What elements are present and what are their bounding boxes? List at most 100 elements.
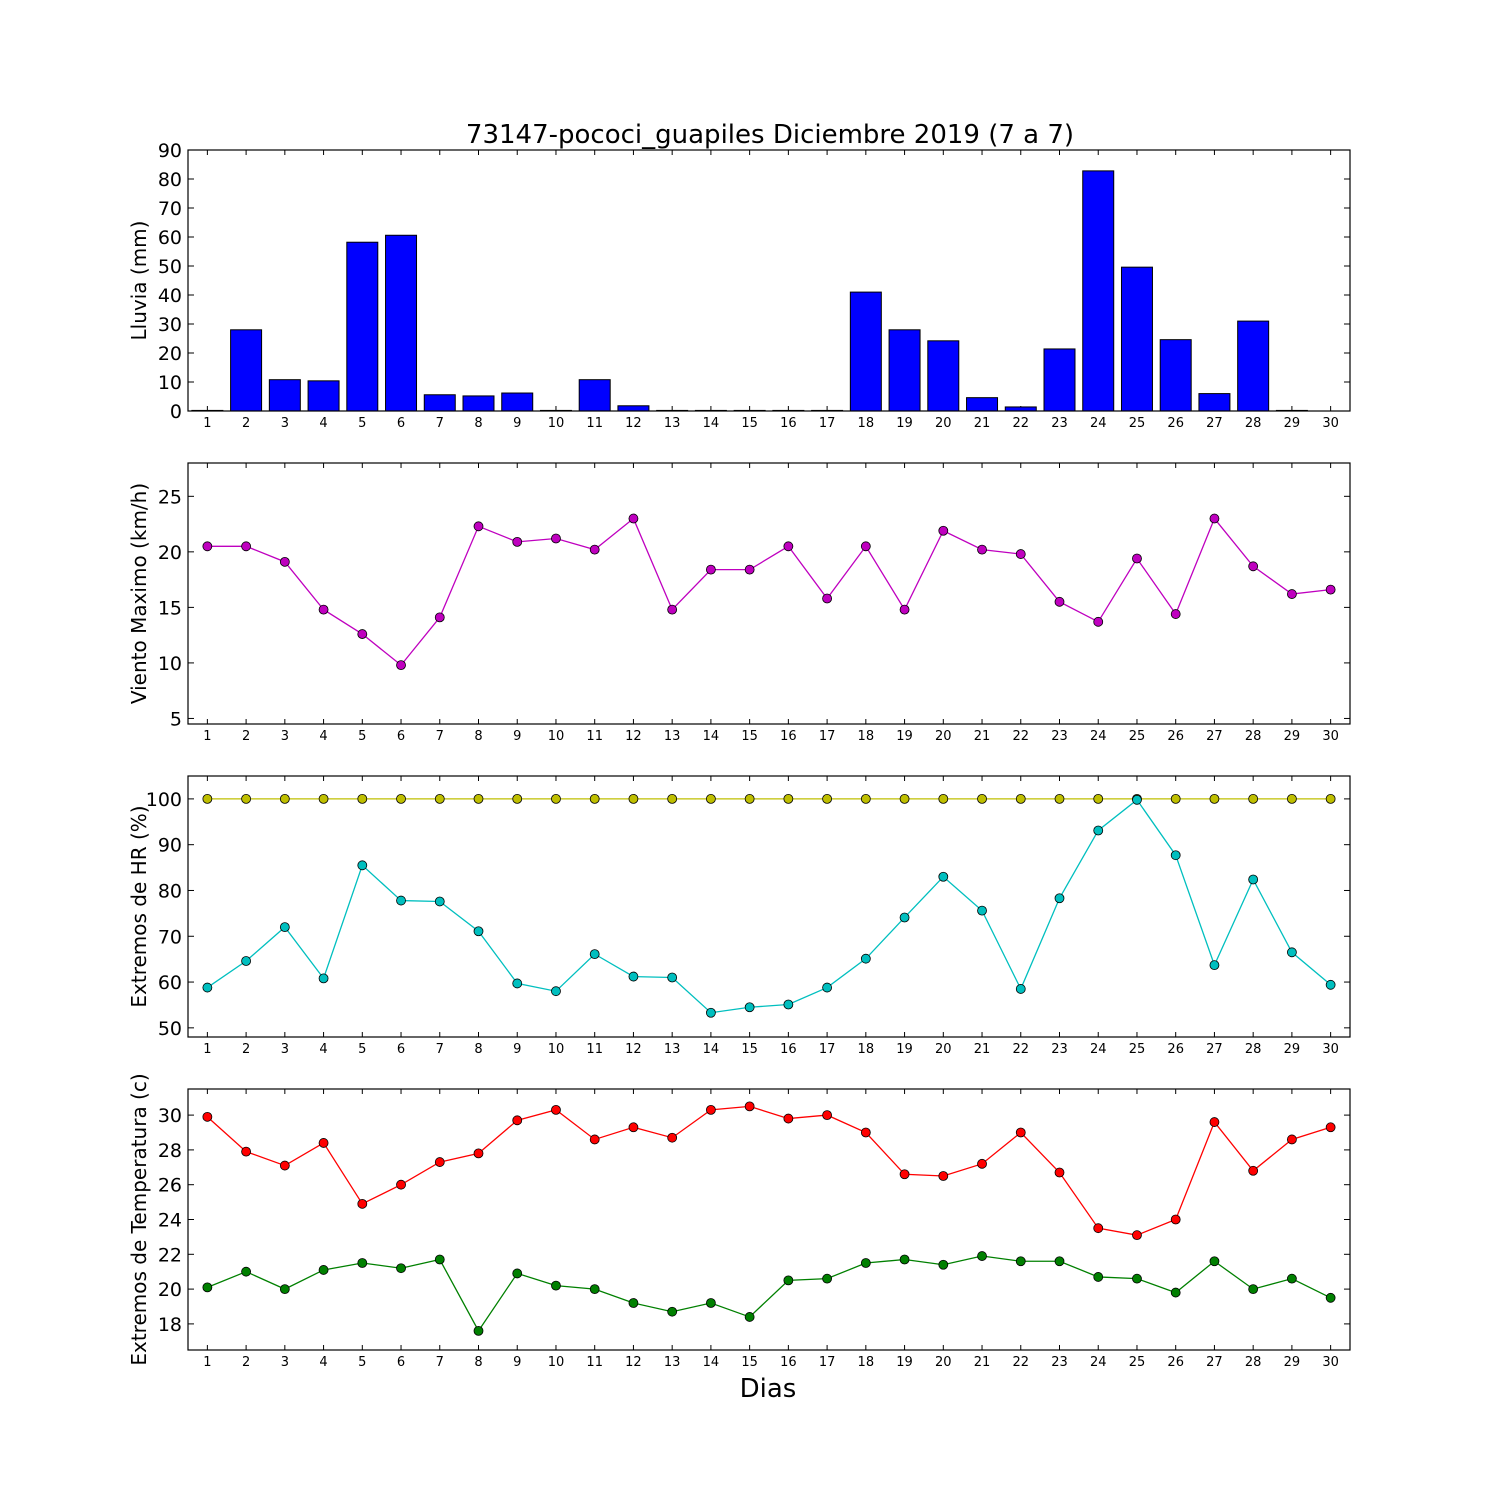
point-temperatura-0-day-28 — [1248, 1165, 1259, 1176]
x-tick-label: 30 — [1322, 1042, 1339, 1057]
bar-day-4 — [307, 380, 340, 412]
point-temperatura-1-day-25 — [1132, 1273, 1142, 1284]
point-temperatura-1-day-17 — [822, 1273, 832, 1284]
point-temperatura-1-day-19 — [899, 1254, 910, 1265]
bar-day-23 — [1043, 348, 1076, 412]
point-humedad-1-day-20 — [938, 871, 949, 882]
x-tick-label: 29 — [1284, 1042, 1301, 1057]
point-temperatura-0-day-5 — [357, 1198, 368, 1209]
point-viento-0-day-9 — [512, 536, 523, 547]
point-humedad-1-day-14 — [706, 1007, 716, 1018]
point-humedad-0-day-30 — [1325, 793, 1336, 804]
point-humedad-1-day-10 — [551, 986, 561, 997]
point-viento-0-day-1 — [202, 541, 213, 552]
x-tick-label: 10 — [548, 1355, 565, 1370]
point-humedad-1-day-16 — [783, 999, 794, 1010]
y-tick-label: 20 — [158, 343, 182, 365]
point-humedad-0-day-29 — [1287, 793, 1297, 804]
point-temperatura-0-day-14 — [706, 1104, 716, 1115]
point-humedad-1-day-13 — [667, 972, 678, 983]
point-humedad-1-day-7 — [434, 896, 445, 907]
x-tick-label: 5 — [358, 1042, 366, 1057]
bar-day-9 — [501, 392, 534, 412]
x-tick-label: 23 — [1051, 1355, 1068, 1370]
point-temperatura-0-day-8 — [473, 1148, 484, 1159]
x-tick-label: 6 — [397, 416, 405, 431]
x-tick-label: 13 — [664, 1042, 681, 1057]
x-tick-label: 27 — [1206, 416, 1223, 431]
point-temperatura-1-day-6 — [396, 1263, 406, 1274]
x-tick-label: 15 — [741, 1355, 758, 1370]
point-humedad-0-day-1 — [202, 793, 213, 804]
series-line-temperatura-0 — [206, 1105, 1331, 1236]
x-tick-label: 3 — [281, 1042, 289, 1057]
point-viento-0-day-18 — [860, 541, 871, 552]
axes-frame-humedad — [187, 775, 1351, 1038]
point-humedad-0-day-22 — [1015, 793, 1026, 804]
series-line-temperatura-1 — [207, 1255, 1331, 1333]
point-temperatura-0-day-6 — [396, 1179, 406, 1190]
point-temperatura-0-day-20 — [938, 1171, 949, 1181]
x-tick-label: 18 — [858, 1355, 875, 1370]
point-temperatura-1-day-13 — [667, 1306, 678, 1317]
point-humedad-1-day-4 — [318, 973, 329, 984]
point-temperatura-1-day-18 — [860, 1258, 871, 1268]
x-tick-label: 18 — [858, 729, 875, 744]
point-viento-0-day-4 — [318, 604, 329, 615]
y-tick-label: 0 — [170, 401, 182, 423]
x-tick-label: 1 — [203, 1355, 211, 1370]
point-temperatura-0-day-16 — [783, 1113, 794, 1124]
point-humedad-0-day-28 — [1248, 793, 1259, 804]
x-tick-label: 24 — [1090, 729, 1107, 744]
point-temperatura-1-day-16 — [783, 1275, 794, 1286]
x-tick-label: 6 — [397, 1042, 405, 1057]
x-tick-label: 16 — [780, 1042, 797, 1057]
x-tick-label: 15 — [741, 416, 758, 431]
x-tick-label: 25 — [1129, 416, 1146, 431]
point-humedad-0-day-27 — [1209, 793, 1220, 804]
y-tick-label: 15 — [158, 597, 182, 619]
point-temperatura-0-day-11 — [589, 1134, 600, 1145]
point-humedad-0-day-9 — [512, 793, 523, 804]
axes-frame-lluvia — [187, 149, 1351, 412]
point-humedad-1-day-1 — [202, 982, 213, 993]
x-tick-label: 29 — [1284, 416, 1301, 431]
y-tick-label: 50 — [158, 256, 182, 278]
y-tick-label: 5 — [170, 708, 182, 730]
bar-day-11 — [578, 379, 611, 412]
point-humedad-1-day-24 — [1093, 825, 1104, 836]
point-humedad-0-day-8 — [473, 793, 484, 804]
x-tick-label: 13 — [664, 729, 681, 744]
y-tick-label: 20 — [158, 1279, 182, 1301]
x-tick-label: 6 — [397, 1355, 405, 1370]
x-tick-label: 4 — [319, 729, 327, 744]
x-tick-label: 26 — [1167, 729, 1184, 744]
bar-day-18 — [849, 291, 882, 412]
x-tick-label: 12 — [625, 1355, 642, 1370]
y-tick-label: 18 — [158, 1314, 182, 1336]
point-humedad-0-day-11 — [589, 793, 600, 804]
point-viento-0-day-11 — [589, 544, 600, 555]
x-tick-label: 27 — [1206, 1042, 1223, 1057]
point-humedad-1-day-3 — [279, 922, 290, 933]
point-humedad-1-day-30 — [1325, 979, 1336, 990]
y-tick-label: 70 — [158, 926, 182, 948]
y-tick-label: 24 — [158, 1210, 182, 1232]
point-temperatura-1-day-21 — [977, 1251, 987, 1261]
point-temperatura-0-day-12 — [628, 1122, 639, 1133]
point-viento-0-day-10 — [551, 533, 561, 544]
x-tick-label: 13 — [664, 1355, 681, 1370]
point-humedad-0-day-19 — [899, 793, 910, 804]
x-tick-label: 21 — [974, 1042, 991, 1057]
bar-day-27 — [1198, 393, 1231, 412]
x-tick-label: 8 — [474, 416, 482, 431]
point-humedad-1-day-26 — [1170, 850, 1181, 861]
point-viento-0-day-5 — [357, 629, 368, 639]
point-humedad-0-day-15 — [744, 793, 755, 804]
x-tick-label: 22 — [1012, 416, 1029, 431]
x-tick-label: 21 — [974, 729, 991, 744]
point-humedad-0-day-2 — [241, 793, 252, 804]
